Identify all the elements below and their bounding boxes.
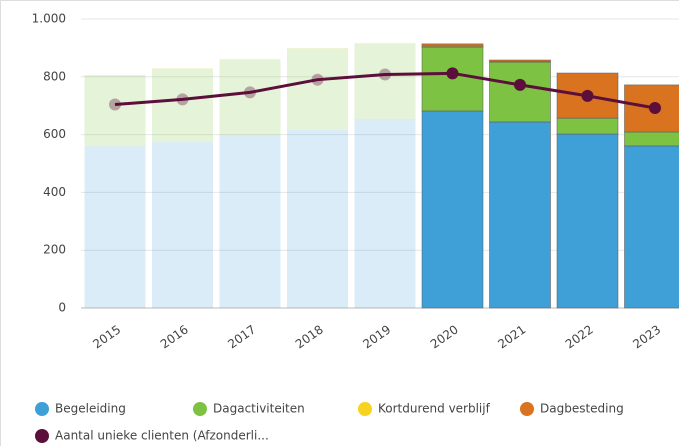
legend-marker (358, 402, 372, 416)
line-point (379, 68, 391, 81)
y-tick-label: 400 (43, 185, 66, 199)
line-point (446, 67, 459, 80)
x-tick-group: 2020 (428, 322, 461, 351)
bar-segment (489, 61, 551, 123)
x-tick-group: 2015 (90, 322, 123, 351)
y-tick-label: 600 (43, 127, 66, 141)
x-tick-label: 2017 (225, 322, 258, 351)
y-tick-label: 0 (58, 301, 66, 315)
x-tick-group: 2018 (293, 322, 326, 351)
bar-segment (421, 43, 484, 47)
bar-segment (556, 117, 619, 135)
bar-segment (219, 59, 281, 135)
x-tick-group: 2017 (225, 322, 258, 351)
bar-segment (287, 47, 348, 49)
bar-segment (624, 145, 679, 309)
y-tick-label: 200 (43, 243, 66, 257)
x-tick-group: 2023 (630, 322, 663, 351)
line-point (176, 93, 189, 106)
line-point (109, 98, 121, 111)
line-point (244, 86, 256, 99)
x-tick-label: 2023 (630, 322, 663, 351)
line (114, 71, 656, 110)
bar-segment (354, 43, 416, 119)
line-point (649, 102, 661, 115)
bar-segment (152, 142, 213, 308)
legend-label: Kortdurend verblijf (378, 402, 491, 416)
bar-segment (287, 48, 348, 130)
legend-marker (35, 429, 49, 443)
bar-segment (354, 42, 416, 44)
x-tick-label: 2020 (428, 322, 461, 351)
bar-segment (219, 58, 281, 60)
legend-label: Begeleiding (55, 402, 126, 416)
bar-segment (219, 134, 281, 308)
x-tick-group: 2022 (563, 322, 596, 351)
line-point (581, 89, 594, 102)
x-tick-group: 2016 (158, 322, 191, 351)
bar-segment (556, 133, 619, 309)
bar-segment (489, 121, 551, 309)
line-point (311, 73, 324, 86)
y-tick-label: 800 (43, 69, 66, 83)
bar-segment (489, 59, 551, 62)
legend-marker (35, 402, 49, 416)
x-tick-label: 2019 (360, 322, 393, 351)
x-tick-label: 2018 (293, 322, 326, 351)
line-point (514, 78, 526, 91)
legend-label: Aantal unieke clienten (Afzonderli... (55, 429, 269, 443)
legend-label: Dagbesteding (540, 402, 624, 416)
legend-marker (520, 402, 534, 416)
x-tick-group: 2019 (360, 322, 393, 351)
x-tick-label: 2021 (495, 322, 528, 351)
bar-segment (84, 75, 146, 147)
x-tick-label: 2022 (563, 322, 596, 351)
bar-segment (354, 118, 416, 308)
bar-segment (287, 129, 348, 308)
bar-segment (84, 146, 146, 308)
legend-label: Dagactiviteiten (213, 402, 305, 416)
bar-segment (624, 131, 679, 147)
x-tick-label: 2016 (158, 322, 191, 351)
bar-segment (421, 110, 484, 309)
legend-marker (193, 402, 207, 416)
bar-segment (152, 68, 213, 69)
y-tick-label: 1.000 (32, 12, 66, 26)
bar-segment (152, 68, 213, 143)
x-tick-label: 2015 (90, 322, 123, 351)
x-tick-group: 2021 (495, 322, 528, 351)
